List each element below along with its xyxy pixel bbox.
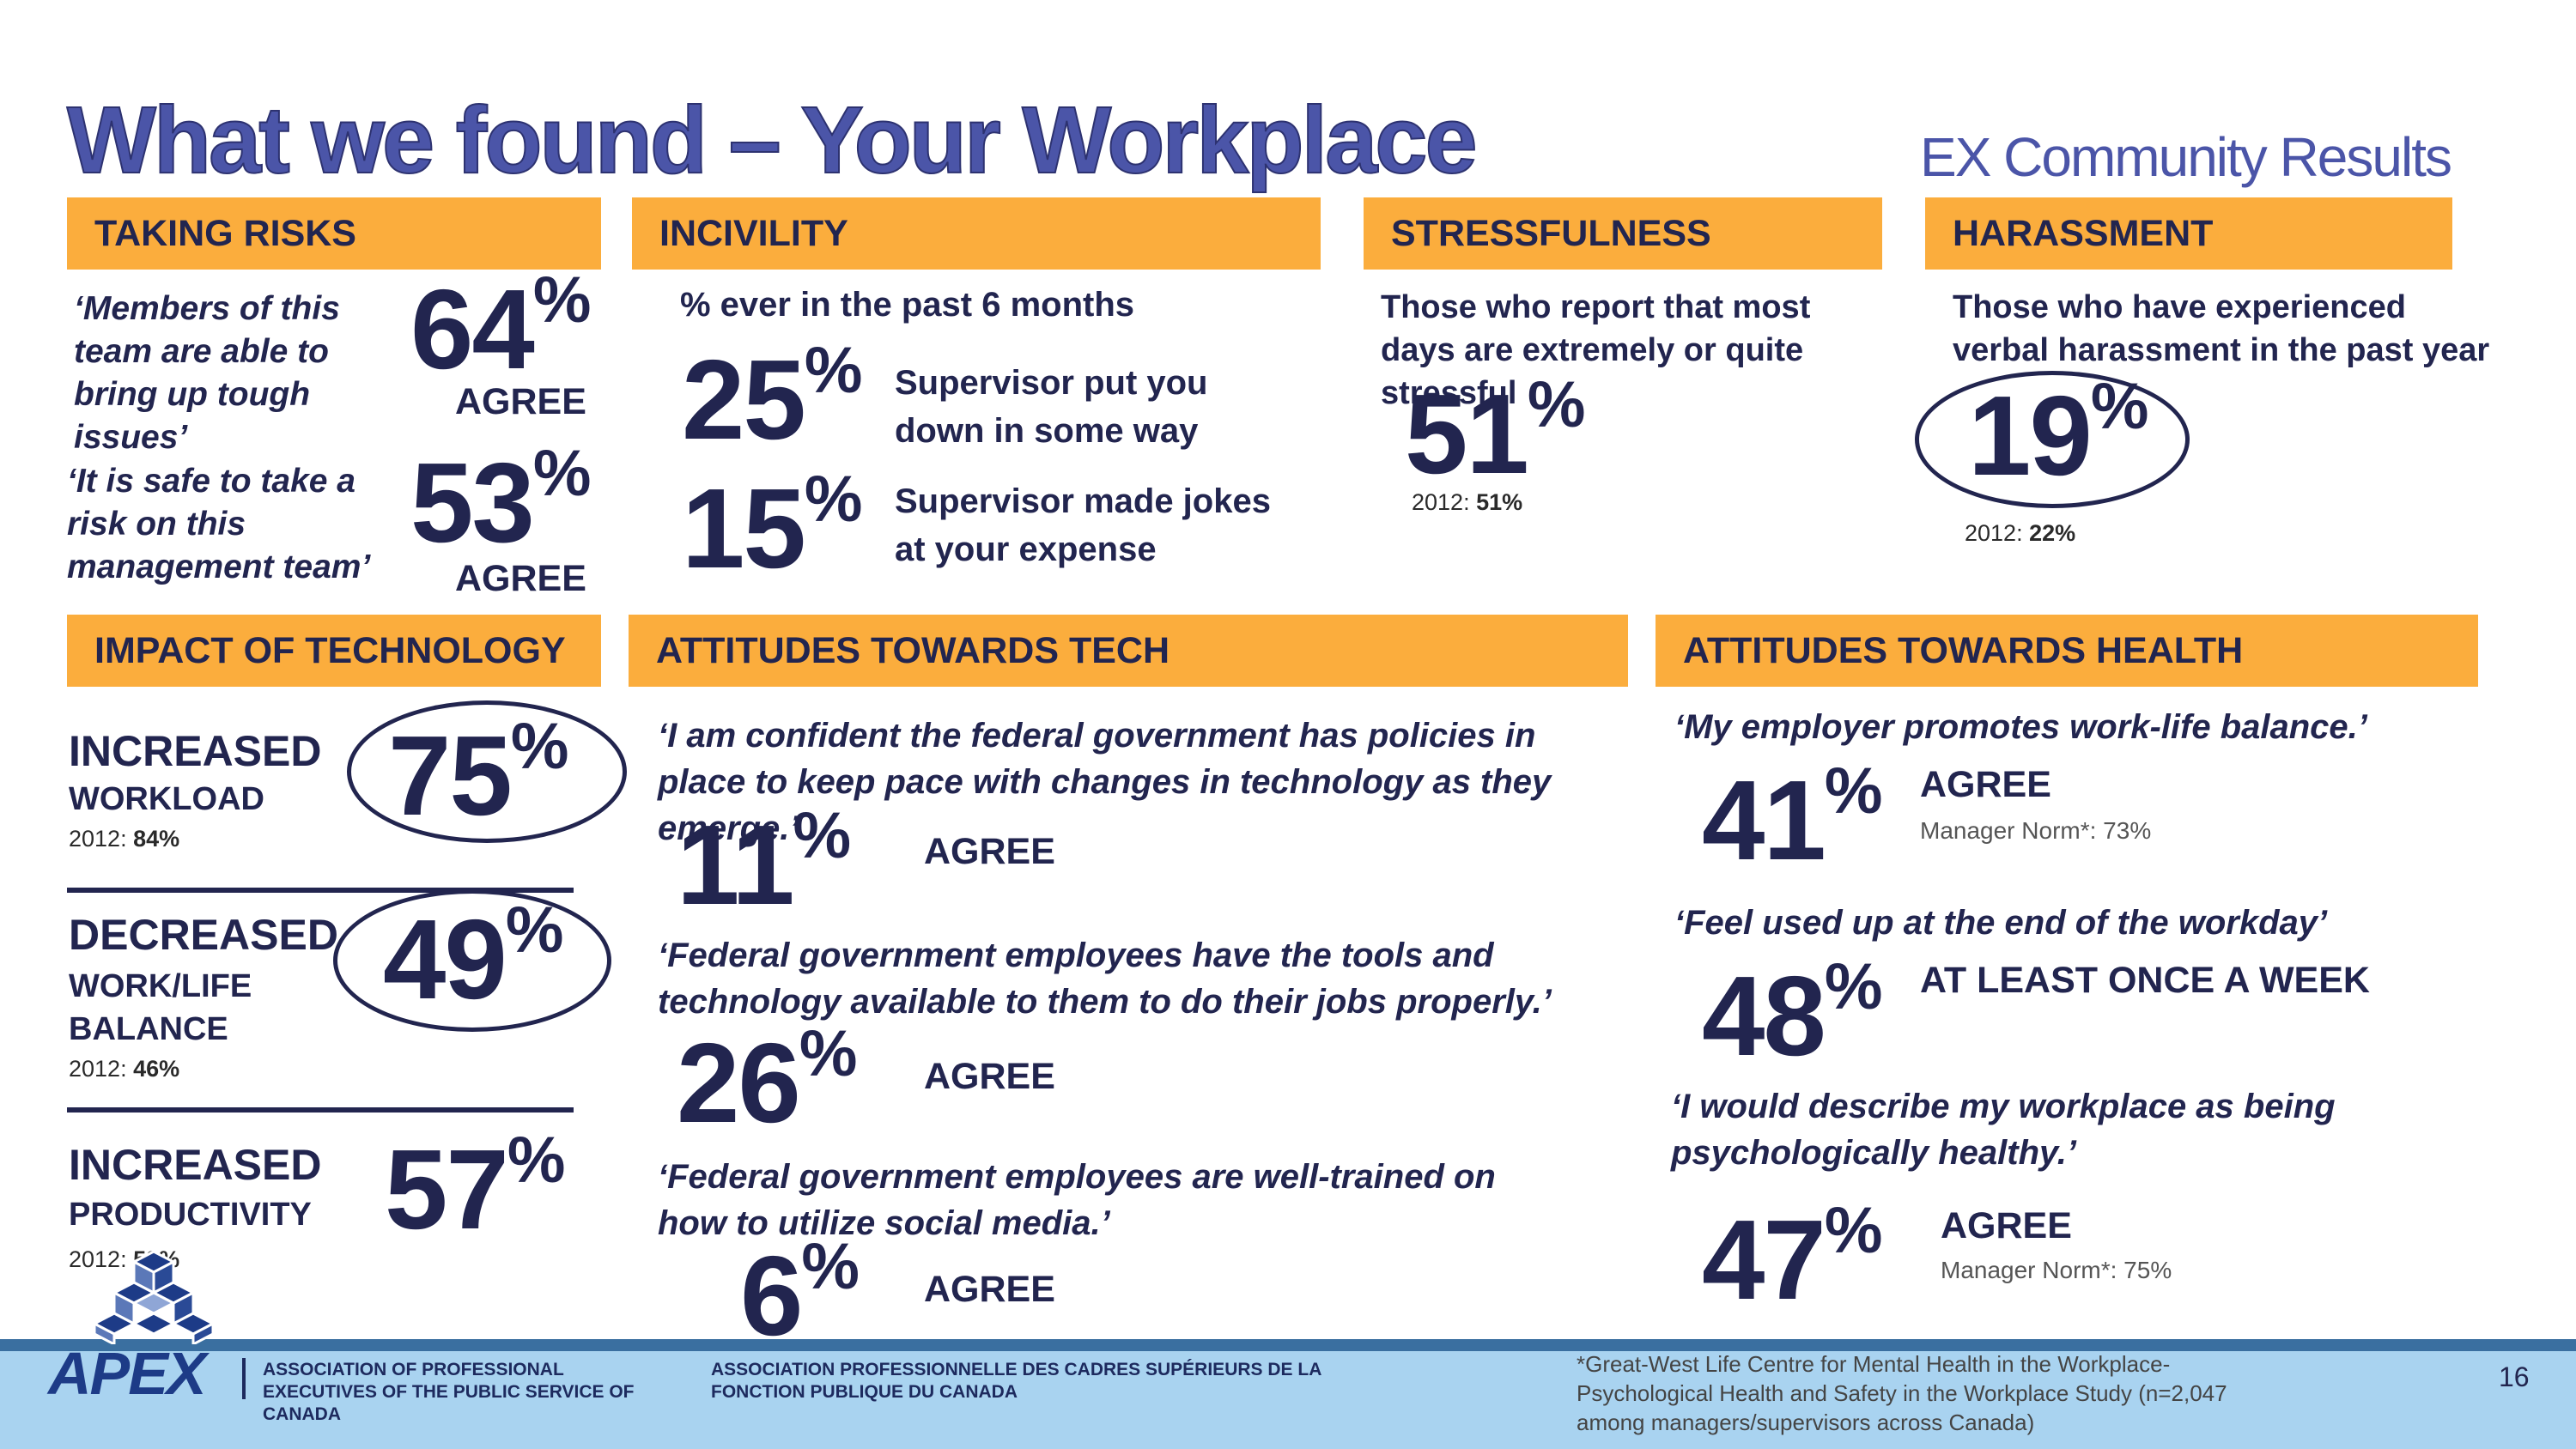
impact-tech-value-2: 49% — [383, 894, 564, 1022]
taking-risks-value-2: 53% — [410, 437, 592, 566]
incivility-value-1: 25% — [682, 334, 863, 463]
harassment-header: HARASSMENT — [1925, 197, 2452, 270]
taking-risks-header: TAKING RISKS — [67, 197, 601, 270]
harassment-ellipse — [1915, 371, 2190, 508]
attitudes-health-value-3: 47% — [1702, 1194, 1883, 1323]
attitudes-health-norm-3: Manager Norm*: 75% — [1941, 1257, 2172, 1283]
attitudes-health-label-1: AGREE — [1920, 764, 2051, 805]
taking-risks-value-1: 64% — [410, 264, 592, 392]
footer-bar — [0, 1339, 2576, 1449]
attitudes-tech-label-1: AGREE — [924, 831, 1055, 872]
stressfulness-value: 51% — [1405, 368, 1586, 497]
page-subtitle: EX Community Results — [1920, 126, 2452, 188]
taking-risks-label-1: AGREE — [455, 381, 586, 422]
attitudes-tech-label-2: AGREE — [924, 1056, 1055, 1097]
apex-logo-text: APEX — [48, 1340, 207, 1407]
incivility-value-2: 15% — [682, 463, 863, 591]
impact-tech-header: IMPACT OF TECHNOLOGY — [67, 615, 601, 687]
impact-tech-ellipse-2 — [333, 889, 611, 1032]
taking-risks-label-2: AGREE — [455, 558, 586, 599]
attitudes-health-quote-1: ‘My employer promotes work-life balance.… — [1674, 708, 2367, 746]
impact-tech-head-3: INCREASED — [69, 1141, 322, 1189]
attitudes-tech-label-3: AGREE — [924, 1269, 1055, 1310]
impact-tech-prior-2: 2012: 46% — [69, 1056, 180, 1082]
stressfulness-desc: Those who report that most days are extr… — [1381, 289, 1811, 411]
footer-org-en: ASSOCIATION OF PROFESSIONAL EXECUTIVES O… — [263, 1360, 635, 1424]
incivility-label-2: Supervisor made jokes at your expense — [895, 482, 1271, 568]
attitudes-health-value-2: 48% — [1702, 950, 1883, 1079]
attitudes-health-label-2: AT LEAST ONCE A WEEK — [1920, 960, 2370, 1001]
attitudes-health-norm-1: Manager Norm*: 73% — [1920, 817, 2152, 844]
harassment-prior: 2012: 22% — [1965, 520, 2076, 546]
attitudes-health-label-3: AGREE — [1941, 1205, 2072, 1246]
impact-tech-sub-1: WORKLOAD — [69, 781, 264, 817]
attitudes-health-header: ATTITUDES TOWARDS HEALTH — [1656, 615, 2478, 687]
attitudes-tech-header: ATTITUDES TOWARDS TECH — [629, 615, 1628, 687]
attitudes-health-value-1: 41% — [1702, 755, 1883, 883]
incivility-label-1: Supervisor put you down in some way — [895, 364, 1208, 450]
stressfulness-prior: 2012: 51% — [1412, 489, 1523, 515]
incivility-intro: % ever in the past 6 months — [680, 286, 1135, 324]
attitudes-health-quote-2: ‘Feel used up at the end of the workday’ — [1674, 904, 2328, 942]
footer-org-fr: ASSOCIATION PROFESSIONNELLE DES CADRES S… — [711, 1360, 1321, 1402]
footer-footnote: *Great-West Life Centre for Mental Healt… — [1577, 1351, 2227, 1435]
impact-tech-divider-2 — [67, 1107, 574, 1113]
impact-tech-sub-3: PRODUCTIVITY — [69, 1197, 312, 1233]
page-number: 16 — [2499, 1361, 2530, 1392]
footer-divider — [242, 1358, 246, 1399]
impact-tech-ellipse-1 — [347, 700, 627, 843]
attitudes-health-quote-3: ‘I would describe my workplace as being … — [1671, 1088, 2336, 1172]
taking-risks-quote-2: ‘It is safe to take a risk on this manag… — [67, 463, 371, 585]
apex-cubes-logo — [91, 1250, 216, 1344]
footer-strip — [0, 1339, 2576, 1351]
taking-risks-quote-1: ‘Members of this team are able to bring … — [74, 290, 340, 456]
incivility-header: INCIVILITY — [632, 197, 1321, 270]
page-title: What we found – Your Workplace — [66, 87, 1479, 194]
attitudes-tech-quote-1: ‘I am confident the federal government h… — [658, 717, 1552, 847]
attitudes-tech-value-2: 26% — [677, 1017, 858, 1146]
attitudes-tech-value-3: 6% — [740, 1230, 860, 1359]
impact-tech-prior-1: 2012: 84% — [69, 826, 180, 852]
stressfulness-header: STRESSFULNESS — [1364, 197, 1882, 270]
attitudes-tech-quote-2: ‘Federal government employees have the t… — [658, 937, 1552, 1021]
impact-tech-divider-1 — [67, 888, 574, 893]
attitudes-tech-value-1: 11% — [677, 799, 852, 928]
impact-tech-value-3: 57% — [385, 1124, 566, 1252]
impact-tech-head-2: DECREASED — [69, 911, 338, 959]
impact-tech-value-1: 75% — [388, 710, 569, 839]
impact-tech-sub-2: WORK/LIFE BALANCE — [69, 968, 252, 1047]
harassment-value: 19% — [1968, 370, 2149, 499]
impact-tech-head-1: INCREASED — [69, 727, 322, 775]
attitudes-tech-quote-3: ‘Federal government employees are well-t… — [658, 1158, 1496, 1242]
harassment-desc: Those who have experienced verbal harass… — [1953, 289, 2490, 368]
